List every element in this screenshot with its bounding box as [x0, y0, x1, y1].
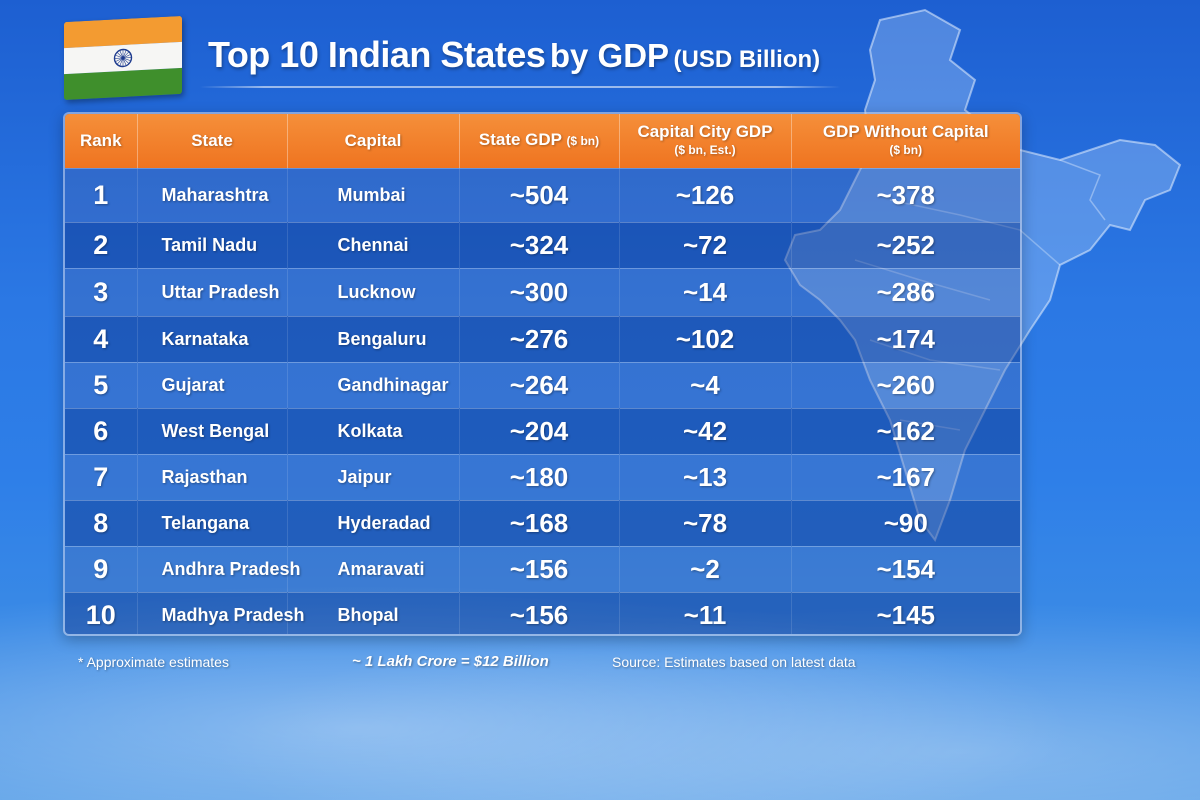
table-header: Rank State Capital State GDP ($ bn) Capi… [65, 114, 1020, 168]
cell-capital-gdp: ~126 [619, 167, 792, 222]
table-row: 8 Telangana Hyderadad ~168 ~78 ~90 [65, 499, 1020, 546]
gdp-table-container: Rank State Capital State GDP ($ bn) Capi… [63, 112, 1022, 636]
table-row: 2 Tamil Nadu Chennai ~324 ~72 ~252 [65, 221, 1020, 268]
cell-without-capital: ~260 [791, 361, 1020, 408]
cell-state-gdp: ~180 [459, 453, 620, 500]
cell-rank: 4 [65, 315, 138, 362]
cell-capital: Lucknow [287, 267, 460, 316]
cell-state-gdp: ~276 [459, 315, 620, 362]
cell-state: Telangana [137, 499, 288, 546]
cell-rank: 5 [65, 361, 138, 408]
footnote-source: Source: Estimates based on latest data [612, 654, 856, 670]
cell-capital-gdp: ~2 [619, 545, 792, 592]
cell-rank: 8 [65, 499, 138, 546]
table-row: 5 Gujarat Gandhinagar ~264 ~4 ~260 [65, 361, 1020, 408]
table-row: 10 Madhya Pradesh Bhopal ~156 ~11 ~145 [65, 591, 1020, 634]
cell-rank: 10 [65, 591, 138, 634]
cell-without-capital: ~378 [791, 167, 1020, 222]
cell-state: Maharashtra [137, 167, 288, 222]
cell-rank: 6 [65, 407, 138, 454]
cell-capital: Bengaluru [287, 315, 460, 362]
header-capital-gdp: Capital City GDP ($ bn, Est.) [619, 114, 792, 168]
header-rank: Rank [65, 114, 138, 168]
header-capital: Capital [287, 114, 460, 168]
cell-state: Madhya Pradesh [137, 591, 305, 634]
table-row: 4 Karnataka Bengaluru ~276 ~102 ~174 [65, 315, 1020, 362]
cell-capital: Gandhinagar [287, 361, 460, 408]
header-state: State [137, 114, 288, 168]
table-row: 1 Maharashtra Mumbai ~504 ~126 ~378 [65, 167, 1020, 222]
cell-capital-gdp: ~13 [619, 453, 792, 500]
cell-capital: Hyderadad [287, 499, 460, 546]
cell-capital: Amaravati [287, 545, 460, 592]
cell-without-capital: ~286 [791, 267, 1020, 316]
footnote-approximate: * Approximate estimates [78, 654, 229, 670]
header-capital-gdp-label: Capital City GDP [637, 121, 773, 141]
cell-without-capital: ~167 [791, 453, 1020, 500]
cell-capital-gdp: ~42 [619, 407, 792, 454]
table-body: 1 Maharashtra Mumbai ~504 ~126 ~378 2 Ta… [65, 167, 1020, 634]
gdp-table: Rank State Capital State GDP ($ bn) Capi… [65, 114, 1020, 634]
cell-rank: 3 [65, 267, 138, 316]
cell-rank: 7 [65, 453, 138, 500]
footnote-conversion: ~ 1 Lakh Crore = $12 Billion [352, 653, 549, 670]
header-without-capital-label: GDP Without Capital [822, 121, 989, 141]
header-without-capital: GDP Without Capital ($ bn) [791, 114, 1020, 168]
cell-capital-gdp: ~102 [619, 315, 792, 362]
ashoka-chakra-icon [113, 48, 133, 68]
cell-state: Rajasthan [137, 453, 288, 500]
header-capital-gdp-unit: ($ bn, Est.) [674, 142, 736, 157]
table-row: 6 West Bengal Kolkata ~204 ~42 ~162 [65, 407, 1020, 454]
cell-rank: 2 [65, 221, 138, 268]
cell-without-capital: ~252 [791, 221, 1020, 268]
cell-state-gdp: ~156 [459, 591, 620, 634]
cell-state-gdp: ~168 [459, 499, 620, 546]
india-flag-icon [64, 15, 182, 101]
cell-state-gdp: ~324 [459, 221, 620, 268]
header-state-gdp-unit: ($ bn) [566, 134, 600, 149]
header-state-gdp-label: State GDP [478, 130, 562, 150]
cell-state-gdp: ~264 [459, 361, 620, 408]
header-row: Rank State Capital State GDP ($ bn) Capi… [65, 114, 1020, 168]
cell-rank: 1 [65, 167, 138, 222]
cell-without-capital: ~162 [791, 407, 1020, 454]
cell-state: Karnataka [137, 315, 288, 362]
cell-state-gdp: ~156 [459, 545, 620, 592]
cell-without-capital: ~154 [791, 545, 1020, 592]
cell-state: West Bengal [137, 407, 288, 454]
cell-without-capital: ~145 [791, 591, 1020, 634]
cell-state: Gujarat [137, 361, 288, 408]
header-without-capital-unit: ($ bn) [889, 142, 923, 157]
cell-capital: Kolkata [287, 407, 460, 454]
cell-capital-gdp: ~4 [619, 361, 792, 408]
cell-rank: 9 [65, 545, 138, 592]
title-by-gdp: by GDP [549, 37, 670, 74]
cell-state: Tamil Nadu [137, 221, 288, 268]
cell-state: Uttar Pradesh [137, 267, 288, 316]
cell-capital-gdp: ~78 [619, 499, 792, 546]
cell-capital-gdp: ~11 [619, 591, 792, 634]
header-state-gdp: State GDP ($ bn) [459, 114, 620, 168]
cell-capital: Chennai [287, 221, 460, 268]
cell-capital-gdp: ~14 [619, 267, 792, 316]
title-divider [200, 86, 840, 88]
table-row: 3 Uttar Pradesh Lucknow ~300 ~14 ~286 [65, 267, 1020, 316]
table-row: 7 Rajasthan Jaipur ~180 ~13 ~167 [65, 453, 1020, 500]
cell-state-gdp: ~504 [459, 167, 620, 222]
cell-capital: Jaipur [287, 453, 460, 500]
cell-state-gdp: ~204 [459, 407, 620, 454]
cell-without-capital: ~90 [791, 499, 1020, 546]
page-title: Top 10 Indian States by GDP (USD Billion… [208, 34, 820, 84]
table-row: 9 Andhra Pradesh Amaravati ~156 ~2 ~154 [65, 545, 1020, 592]
title-main: Top 10 Indian States [208, 34, 546, 75]
cell-capital: Mumbai [287, 167, 460, 222]
cell-capital: Bhopal [287, 591, 460, 634]
flag-white-band [64, 41, 182, 75]
cell-state-gdp: ~300 [459, 267, 620, 316]
cell-without-capital: ~174 [791, 315, 1020, 362]
title-unit: (USD Billion) [673, 46, 821, 73]
cell-state: Andhra Pradesh [137, 545, 301, 592]
cell-capital-gdp: ~72 [619, 221, 792, 268]
